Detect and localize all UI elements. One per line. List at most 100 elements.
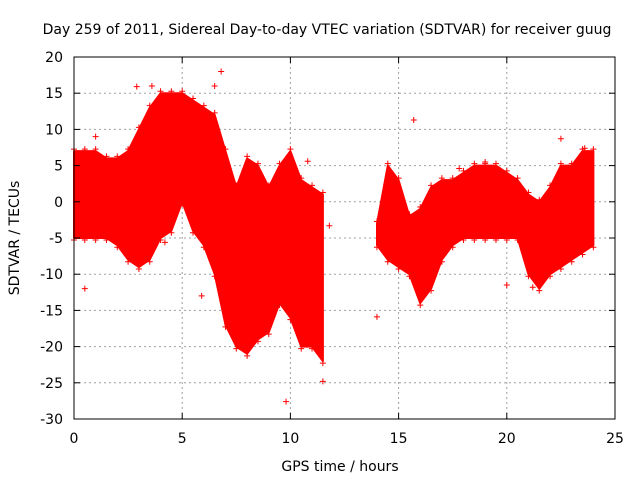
y-tick-label: -25 <box>40 376 63 392</box>
data-point <box>590 146 597 153</box>
y-tick-label: -15 <box>40 303 63 319</box>
data-point <box>568 160 575 167</box>
data-point <box>287 316 294 323</box>
data-point <box>135 124 142 131</box>
axis-ticks: 0 5 10 15 20 25 -30 -25 -20 -15 -10 -5 0 5 10 15 20 <box>40 50 624 447</box>
data-point <box>233 182 240 189</box>
outlier-point <box>283 398 290 405</box>
outlier-point <box>133 83 140 90</box>
data-point <box>103 237 110 243</box>
data-point <box>471 160 478 167</box>
outlier-point <box>92 133 99 140</box>
data-point <box>449 175 456 182</box>
data-point <box>298 345 305 352</box>
data-point <box>406 273 413 280</box>
outlier-point <box>148 82 155 89</box>
data-point <box>460 167 467 174</box>
data-point <box>222 146 229 153</box>
data-point <box>557 265 564 272</box>
data-point <box>81 146 88 153</box>
y-tick-label: -10 <box>40 267 63 283</box>
data-point <box>438 175 445 182</box>
data-point <box>146 102 153 109</box>
data-point <box>557 160 564 167</box>
data-point <box>579 251 586 258</box>
data-point <box>590 244 597 251</box>
data-point <box>536 196 543 203</box>
outlier-point <box>81 285 88 292</box>
outlier-point <box>410 116 417 123</box>
outlier-point <box>503 282 510 289</box>
y-tick-label: 20 <box>45 50 63 66</box>
outlier-point <box>161 239 168 246</box>
outlier-point <box>218 68 225 75</box>
outlier-point <box>373 313 380 320</box>
y-tick-label: 10 <box>45 122 63 138</box>
data-point <box>568 258 575 265</box>
outlier-point <box>482 158 489 165</box>
x-tick-label: 15 <box>390 431 408 447</box>
data-point <box>319 360 326 367</box>
outlier-point <box>326 222 333 229</box>
data-point <box>482 237 489 243</box>
data-point <box>125 258 132 265</box>
data-point <box>373 218 380 225</box>
outlier-point <box>319 378 326 385</box>
data-point <box>547 273 554 280</box>
data-point <box>146 258 153 265</box>
data-point <box>254 338 261 345</box>
data-point <box>125 146 132 153</box>
data-point <box>514 237 521 243</box>
data-point <box>200 244 207 251</box>
data-point <box>81 237 88 243</box>
data-point <box>503 237 510 243</box>
data-point <box>417 302 424 309</box>
y-tick-label: -30 <box>40 412 63 428</box>
data-point <box>254 160 261 167</box>
data-point <box>233 345 240 352</box>
data-point <box>190 229 197 236</box>
data-point <box>449 244 456 251</box>
data-point <box>265 182 272 189</box>
data-point <box>525 189 532 196</box>
data-point <box>384 258 391 265</box>
data-point <box>428 182 435 189</box>
x-tick-label: 0 <box>70 431 79 447</box>
outlier-point <box>211 82 218 89</box>
y-tick-label: 5 <box>54 159 63 175</box>
data-point <box>428 287 435 294</box>
data-point <box>276 302 283 309</box>
data-point <box>438 258 445 265</box>
data-point <box>536 287 543 294</box>
outlier-point <box>198 292 205 299</box>
data-point <box>525 273 532 280</box>
data-point <box>244 352 251 359</box>
data-point <box>319 189 326 196</box>
data-point <box>471 237 478 243</box>
data-point <box>373 244 380 251</box>
data-point <box>157 88 164 95</box>
data-point <box>384 160 391 167</box>
outlier-point <box>456 165 463 172</box>
data-point <box>406 211 413 218</box>
outlier-points <box>81 68 588 405</box>
data-point <box>114 244 121 251</box>
data-band-2 <box>376 150 595 305</box>
x-tick-label: 5 <box>178 431 187 447</box>
data-point <box>298 175 305 182</box>
data-point <box>114 153 121 160</box>
outlier-point <box>304 158 311 165</box>
data-series <box>71 68 597 405</box>
data-point <box>265 331 272 338</box>
data-point <box>190 95 197 102</box>
data-band-1 <box>73 92 324 363</box>
data-point <box>309 182 316 189</box>
x-tick-label: 10 <box>281 431 299 447</box>
data-point <box>92 237 99 243</box>
x-axis-label: GPS time / hours <box>281 459 398 475</box>
data-point <box>395 175 402 182</box>
data-point <box>211 273 218 280</box>
data-point <box>168 88 175 95</box>
data-point <box>179 200 186 207</box>
